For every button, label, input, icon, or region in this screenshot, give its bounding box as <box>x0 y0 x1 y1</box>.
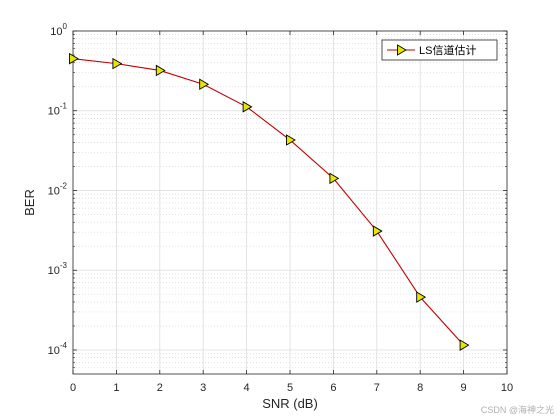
data-point-marker <box>242 101 253 113</box>
y-tick-label: 10-4 <box>48 341 68 357</box>
x-tick-label: 1 <box>113 382 119 394</box>
series-markers <box>69 52 470 351</box>
y-tick-label: 10-3 <box>48 261 68 277</box>
data-point-marker <box>155 64 166 77</box>
tick-labels: 0 1 2 3 4 5 6 7 8 9 10 100 10-1 10-2 10-3 10-4 <box>48 22 514 394</box>
y-tick-label: 10-1 <box>48 102 68 118</box>
legend-entry-label: LS信道估计 <box>419 43 476 57</box>
legend-marker-sample <box>397 44 407 56</box>
series-lines <box>72 58 465 346</box>
x-tick-label: 2 <box>157 382 163 394</box>
legend-box <box>381 39 498 61</box>
series-line <box>72 58 465 346</box>
y-tick-label: 10-2 <box>48 181 68 197</box>
data-point-marker <box>286 134 296 146</box>
data-point-marker <box>69 52 79 65</box>
x-tick-label: 6 <box>330 382 336 394</box>
y-tick-label: 100 <box>50 22 67 38</box>
x-tick-label: 7 <box>374 382 380 394</box>
data-point-marker <box>112 57 123 70</box>
y-axis-label: BER <box>22 189 37 216</box>
data-point-marker <box>199 78 210 91</box>
data-point-marker <box>459 339 470 351</box>
data-point-marker <box>416 291 427 303</box>
watermark-text: CSDN @海神之光 <box>481 404 554 415</box>
data-point-marker <box>329 172 340 185</box>
x-tick-label: 3 <box>200 382 206 394</box>
x-tick-label: 5 <box>287 382 293 394</box>
x-tick-label: 9 <box>461 382 467 394</box>
data-point-marker <box>372 225 383 237</box>
x-tick-label: 0 <box>70 382 76 394</box>
x-tick-label: 10 <box>501 382 513 394</box>
x-tick-label: 4 <box>244 382 250 394</box>
x-tick-label: 8 <box>417 382 423 394</box>
legend: LS信道估计 <box>381 39 498 61</box>
x-axis-label: SNR (dB) <box>262 396 318 411</box>
